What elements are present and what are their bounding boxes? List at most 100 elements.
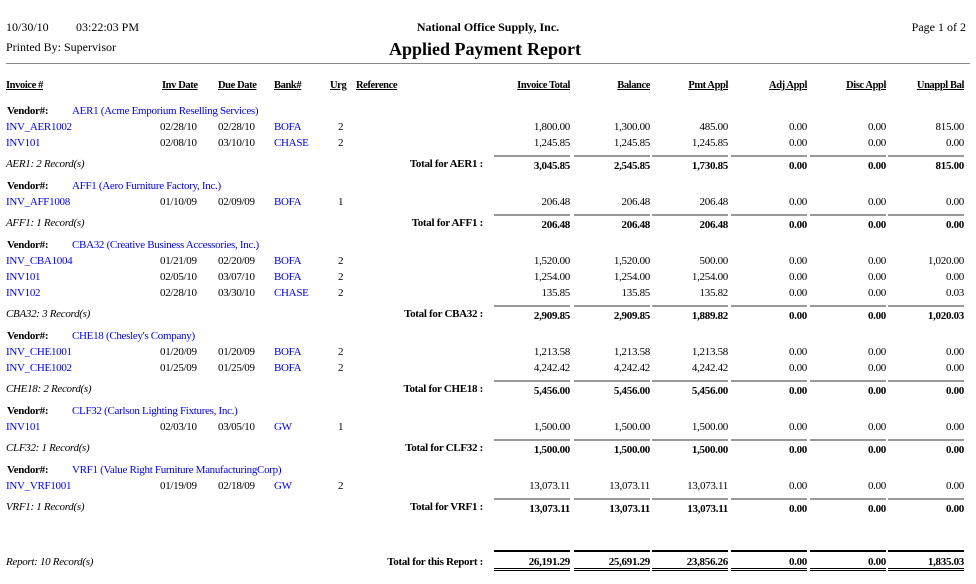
- adj-appl: 0.00: [788, 421, 807, 433]
- bank-link[interactable]: GW: [274, 480, 292, 492]
- record-count: CBA32: 3 Record(s): [6, 308, 91, 320]
- pmt-appl: 1,500.00: [691, 421, 728, 433]
- table-row: INV_CHE1001 01/20/09 01/20/09 BOFA 2 1,213.58…: [0, 345, 976, 361]
- subtotal-balance: 13,073.11: [574, 498, 650, 515]
- col-adj-appl: Adj Appl: [769, 80, 807, 91]
- invoice-total: 1,520.00: [533, 255, 570, 267]
- subtotal-unappl-bal: 815.00: [888, 155, 964, 172]
- bank-link[interactable]: BOFA: [274, 271, 302, 283]
- table-row: INV102 02/28/10 03/30/10 CHASE 2 135.85 135.85…: [0, 286, 976, 302]
- subtotal-adj-appl: 0.00: [731, 439, 807, 456]
- vendor-label: Vendor#:: [7, 105, 49, 117]
- subtotal-adj-appl: 0.00: [731, 305, 807, 322]
- vendor-group: Vendor#: AER1 (Acme Emporium Reselling Se…: [0, 104, 976, 179]
- bank-link[interactable]: CHASE: [274, 137, 309, 149]
- invoice-total: 1,500.00: [533, 421, 570, 433]
- invoice-link[interactable]: INV101: [6, 421, 41, 433]
- invoice-link[interactable]: INV102: [6, 287, 41, 299]
- vendor-subtotal-row: AER1: 2 Record(s) Total for AER1 : 3,045.8…: [0, 155, 976, 173]
- vendor-group: Vendor#: CHE18 (Chesley's Company) INV_CHE…: [0, 329, 976, 404]
- due-date: 03/10/10: [218, 137, 255, 149]
- balance: 1,254.00: [613, 271, 650, 283]
- inv-date: 02/05/10: [160, 271, 197, 283]
- invoice-link[interactable]: INV101: [6, 137, 41, 149]
- vendor-link[interactable]: CBA32 (Creative Business Accessories, In…: [72, 239, 259, 251]
- invoice-link[interactable]: INV_CHE1001: [6, 346, 72, 358]
- pmt-appl: 4,242.42: [691, 362, 728, 374]
- bank-link[interactable]: BOFA: [274, 121, 302, 133]
- record-count: VRF1: 1 Record(s): [6, 501, 85, 513]
- subtotal-label: Total for CHE18 :: [403, 383, 483, 395]
- vendor-group: Vendor#: CBA32 (Creative Business Accesso…: [0, 238, 976, 329]
- vendor-group: Vendor#: CLF32 (Carlson Lighting Fixtures…: [0, 404, 976, 463]
- due-date: 02/09/09: [218, 196, 255, 208]
- vendor-label: Vendor#:: [7, 464, 49, 476]
- col-urg: Urg: [330, 80, 347, 91]
- table-row: INV_AFF1008 01/10/09 02/09/09 BOFA 1 206.48 20…: [0, 195, 976, 211]
- vendor-label: Vendor#:: [7, 405, 49, 417]
- record-count: AFF1: 1 Record(s): [6, 217, 85, 229]
- record-count: CHE18: 2 Record(s): [6, 383, 92, 395]
- subtotal-label: Total for VRF1 :: [410, 501, 483, 513]
- page-indicator: Page 1 of 2: [911, 20, 966, 34]
- subtotal-invoice-total: 1,500.00: [494, 439, 570, 456]
- invoice-link[interactable]: INV_AFF1008: [6, 196, 70, 208]
- bank-link[interactable]: BOFA: [274, 362, 302, 374]
- vendor-link[interactable]: VRF1 (Value Right Furniture Manufacturin…: [72, 464, 282, 476]
- adj-appl: 0.00: [788, 196, 807, 208]
- bank-link[interactable]: CHASE: [274, 287, 309, 299]
- due-date: 01/25/09: [218, 362, 255, 374]
- record-count: AER1: 2 Record(s): [6, 158, 85, 170]
- subtotal-disc-appl: 0.00: [810, 214, 886, 231]
- company-name: National Office Supply, Inc.: [416, 20, 560, 34]
- vendor-link[interactable]: CHE18 (Chesley's Company): [72, 330, 195, 342]
- vendor-subtotal-row: VRF1: 1 Record(s) Total for VRF1 : 13,073.…: [0, 498, 976, 516]
- disc-appl: 0.00: [867, 421, 886, 433]
- disc-appl: 0.00: [867, 346, 886, 358]
- subtotal-balance: 206.48: [574, 214, 650, 231]
- subtotal-invoice-total: 206.48: [494, 214, 570, 231]
- invoice-link[interactable]: INV_VRF1001: [6, 480, 72, 492]
- subtotal-label: Total for AER1 :: [409, 158, 483, 170]
- urgency: 2: [338, 287, 344, 299]
- invoice-link[interactable]: INV_AER1002: [6, 121, 72, 133]
- bank-link[interactable]: BOFA: [274, 196, 302, 208]
- printed-by: Printed By: Supervisor: [6, 40, 116, 54]
- bank-link[interactable]: BOFA: [274, 346, 302, 358]
- vendor-link[interactable]: AFF1 (Aero Furniture Factory, Inc.): [72, 180, 221, 192]
- unappl-bal: 0.00: [945, 480, 964, 492]
- pmt-appl: 135.82: [699, 287, 729, 299]
- report-total-disc: 0.00: [810, 550, 886, 571]
- col-invoice-total: Invoice Total: [517, 80, 570, 91]
- urgency: 1: [338, 421, 344, 433]
- inv-date: 02/03/10: [160, 421, 197, 433]
- invoice-link[interactable]: INV_CBA1004: [6, 255, 73, 267]
- vendor-label: Vendor#:: [7, 330, 49, 342]
- invoice-total: 1,245.85: [533, 137, 570, 149]
- subtotal-invoice-total: 5,456.00: [494, 380, 570, 397]
- invoice-link[interactable]: INV101: [6, 271, 41, 283]
- disc-appl: 0.00: [867, 255, 886, 267]
- subtotal-balance: 1,500.00: [574, 439, 650, 456]
- report-total-adj: 0.00: [731, 550, 807, 571]
- report-total-row: Report: 10 Record(s) Total for this Repo…: [0, 550, 976, 574]
- vendor-subtotal-row: AFF1: 1 Record(s) Total for AFF1 :206.48 2…: [0, 214, 976, 232]
- subtotal-disc-appl: 0.00: [810, 305, 886, 322]
- subtotal-pmt-appl: 1,500.00: [652, 439, 728, 456]
- vendor-header: Vendor#: AFF1 (Aero Furniture Factory, In…: [0, 179, 976, 195]
- bank-link[interactable]: BOFA: [274, 255, 302, 267]
- adj-appl: 0.00: [788, 346, 807, 358]
- subtotal-unappl-bal: 0.00: [888, 214, 964, 231]
- invoice-total: 1,213.58: [533, 346, 570, 358]
- vendor-link[interactable]: AER1 (Acme Emporium Reselling Services): [72, 105, 259, 117]
- subtotal-adj-appl: 0.00: [731, 380, 807, 397]
- vendor-link[interactable]: CLF32 (Carlson Lighting Fixtures, Inc.): [72, 405, 238, 417]
- inv-date: 01/10/09: [160, 196, 197, 208]
- invoice-link[interactable]: INV_CHE1002: [6, 362, 72, 374]
- due-date: 01/20/09: [218, 346, 255, 358]
- bank-link[interactable]: GW: [274, 421, 292, 433]
- unappl-bal: 0.00: [945, 346, 964, 358]
- invoice-total: 1,254.00: [533, 271, 570, 283]
- report-record-count: Report: 10 Record(s): [6, 556, 94, 568]
- invoice-total: 4,242.42: [533, 362, 570, 374]
